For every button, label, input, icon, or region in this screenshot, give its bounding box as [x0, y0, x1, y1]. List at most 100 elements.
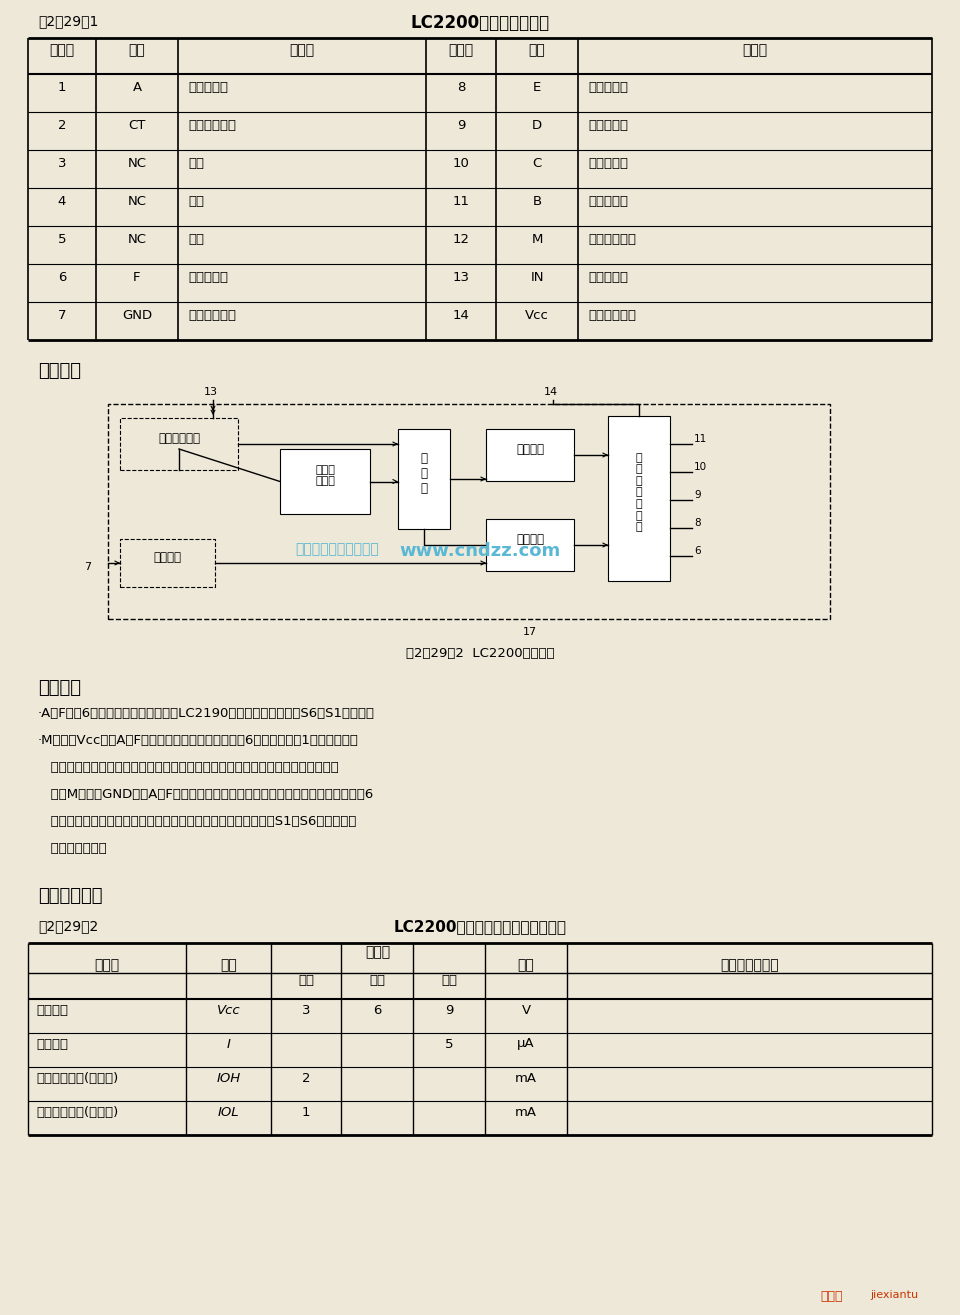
Text: 测　试　条　件: 测 试 条 件 — [720, 959, 779, 972]
Text: GND: GND — [122, 309, 152, 321]
Text: 外接电源负端: 外接电源负端 — [188, 309, 236, 321]
Text: 13: 13 — [452, 271, 469, 284]
Text: 信号输入端: 信号输入端 — [588, 271, 628, 284]
Text: 5: 5 — [444, 1038, 453, 1051]
Text: www.cndzz.com: www.cndzz.com — [399, 542, 561, 560]
Text: 功　能: 功 能 — [742, 43, 768, 57]
Text: 驱动输出端: 驱动输出端 — [588, 80, 628, 93]
Text: 路中每路输出均可以是高电平或低电平，而且对于每一路每按动S1～S6一次，输出: 路中每路输出均可以是高电平或低电平，而且对于每一路每按动S1～S6一次，输出 — [38, 815, 356, 828]
Text: 空脚: 空脚 — [188, 233, 204, 246]
Text: 功能说明: 功能说明 — [38, 679, 81, 697]
Text: 外接定时元件: 外接定时元件 — [188, 118, 236, 132]
Text: 8: 8 — [457, 80, 466, 93]
Text: 9: 9 — [694, 490, 701, 500]
Text: 故障检
测电路: 故障检 测电路 — [315, 464, 335, 487]
Text: 引脚号: 引脚号 — [49, 43, 75, 57]
Text: 输出驱动电流(低电平): 输出驱动电流(低电平) — [36, 1106, 118, 1119]
Text: 名　称: 名 称 — [94, 959, 120, 972]
Text: jiexiantu: jiexiantu — [870, 1290, 918, 1301]
Text: 空脚: 空脚 — [188, 156, 204, 170]
Bar — [486, 519, 574, 571]
Text: 单位: 单位 — [517, 959, 535, 972]
Text: 状态改变一次。: 状态改变一次。 — [38, 842, 107, 855]
Text: 1: 1 — [58, 80, 66, 93]
Text: 3: 3 — [301, 1003, 310, 1016]
Text: Vcc: Vcc — [525, 309, 549, 321]
Text: 1: 1 — [301, 1106, 310, 1119]
Text: 最大: 最大 — [441, 973, 457, 986]
Text: 空脚: 空脚 — [188, 195, 204, 208]
Bar — [108, 404, 830, 619]
Text: 17: 17 — [523, 627, 537, 636]
Text: 10: 10 — [694, 462, 708, 472]
Text: 参数值: 参数值 — [366, 945, 391, 959]
Text: 符号: 符号 — [529, 43, 545, 57]
Text: 符号: 符号 — [220, 959, 237, 972]
Text: mA: mA — [515, 1106, 537, 1119]
Text: 驱动输出端: 驱动输出端 — [188, 271, 228, 284]
Text: 6: 6 — [58, 271, 66, 284]
Text: LC2200引脚符号及功能: LC2200引脚符号及功能 — [411, 14, 549, 32]
Text: 逻辑框图: 逻辑框图 — [38, 362, 81, 380]
Text: 输出驱动电流(高电平): 输出驱动电流(高电平) — [36, 1072, 118, 1085]
Text: 电源电压: 电源电压 — [36, 1003, 68, 1016]
Text: 最小: 最小 — [298, 973, 314, 986]
Text: 典型: 典型 — [369, 973, 385, 986]
Text: ·M端连接Vcc时，A～F端输出呈互锁关系。任何时候6路输出中只有1路为低电平，: ·M端连接Vcc时，A～F端输出呈互锁关系。任何时候6路输出中只有1路为低电平， — [38, 734, 359, 747]
Text: B: B — [533, 195, 541, 208]
Text: 并以发射电路最后按下的按键所对应的输出为优先，其余输出端均自动清零为低电: 并以发射电路最后按下的按键所对应的输出为优先，其余输出端均自动清零为低电 — [38, 761, 339, 775]
Text: 2: 2 — [58, 118, 66, 132]
Text: μA: μA — [517, 1038, 535, 1051]
Text: 3: 3 — [58, 156, 66, 170]
Text: 符号: 符号 — [129, 43, 145, 57]
Text: 驱动输出端: 驱动输出端 — [188, 80, 228, 93]
Text: LC2200电气技术指标符号及参数值: LC2200电气技术指标符号及参数值 — [394, 919, 566, 934]
Text: F: F — [133, 271, 141, 284]
Text: C: C — [533, 156, 541, 170]
Text: 7: 7 — [84, 562, 91, 572]
Bar — [398, 429, 450, 529]
Bar — [120, 418, 238, 469]
Text: 开机清零: 开机清零 — [516, 443, 544, 455]
Text: 驱动输出端: 驱动输出端 — [588, 156, 628, 170]
Text: 解
码
器: 解 码 器 — [420, 451, 427, 494]
Text: 7: 7 — [58, 309, 66, 321]
Bar — [120, 539, 215, 586]
Text: 定时电路: 定时电路 — [154, 551, 181, 564]
Text: 杭州络虎科技有限公司: 杭州络虎科技有限公司 — [295, 542, 379, 556]
Text: 9: 9 — [444, 1003, 453, 1016]
Text: 输入缓冲电路: 输入缓冲电路 — [158, 431, 200, 444]
Text: E: E — [533, 80, 541, 93]
Text: 4: 4 — [58, 195, 66, 208]
Text: I: I — [227, 1038, 230, 1051]
Text: 锁
存
与
输
出
驱
动: 锁 存 与 输 出 驱 动 — [636, 452, 642, 533]
Text: 方式控制: 方式控制 — [516, 533, 544, 546]
Text: 8: 8 — [694, 518, 701, 529]
Text: ·A～F端为6路独立的驱动输出端，与LC2190发射电路的按键开关S6～S1相对应。: ·A～F端为6路独立的驱动输出端，与LC2190发射电路的按键开关S6～S1相对… — [38, 707, 375, 721]
Bar — [608, 416, 670, 581]
Text: NC: NC — [128, 233, 147, 246]
Text: IN: IN — [530, 271, 543, 284]
Text: 控制输出方式: 控制输出方式 — [588, 233, 636, 246]
Text: CT: CT — [129, 118, 146, 132]
Text: V: V — [521, 1003, 531, 1016]
Text: 6: 6 — [694, 546, 701, 556]
Text: 2: 2 — [301, 1072, 310, 1085]
Text: NC: NC — [128, 156, 147, 170]
Text: IOH: IOH — [216, 1072, 241, 1085]
Text: 表2－29－1: 表2－29－1 — [38, 14, 98, 28]
Text: 14: 14 — [452, 309, 469, 321]
Text: 驱动输出端: 驱动输出端 — [588, 118, 628, 132]
Text: 电气技术指标: 电气技术指标 — [38, 888, 103, 905]
Text: 13: 13 — [204, 387, 218, 397]
Text: 表2－29－2: 表2－29－2 — [38, 919, 98, 934]
Text: 9: 9 — [457, 118, 466, 132]
Bar — [280, 448, 370, 514]
Text: 图2－29－2  LC2200逻辑框图: 图2－29－2 LC2200逻辑框图 — [406, 647, 554, 660]
Text: 14: 14 — [544, 387, 558, 397]
Text: 静态电流: 静态电流 — [36, 1038, 68, 1051]
Text: 功　能: 功 能 — [289, 43, 315, 57]
Text: IOL: IOL — [218, 1106, 239, 1119]
Text: 6: 6 — [372, 1003, 381, 1016]
Text: 引脚号: 引脚号 — [448, 43, 473, 57]
